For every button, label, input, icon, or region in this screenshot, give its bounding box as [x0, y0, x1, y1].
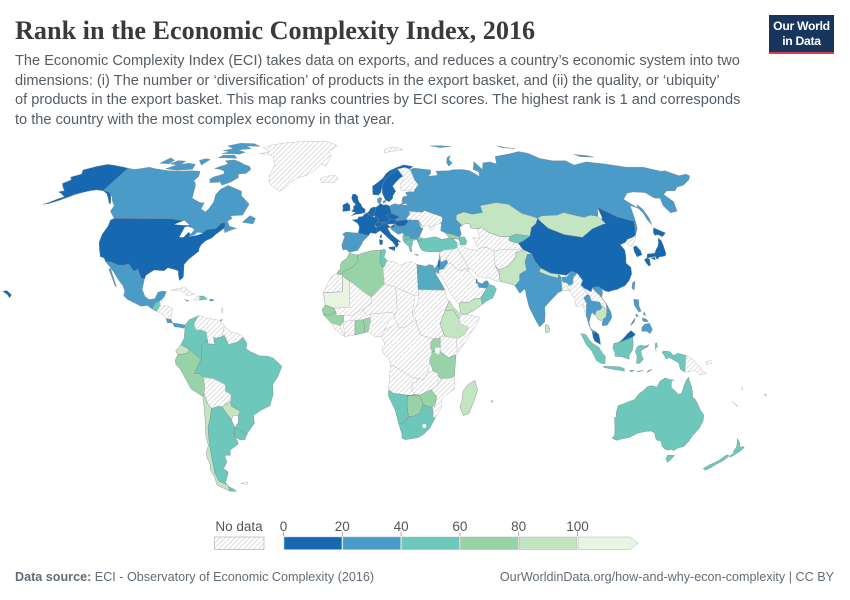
svg-text:40: 40 — [394, 519, 409, 534]
svg-text:20: 20 — [335, 519, 350, 534]
svg-text:60: 60 — [452, 519, 467, 534]
svg-text:0: 0 — [280, 519, 288, 534]
svg-text:100: 100 — [566, 519, 589, 534]
svg-text:80: 80 — [511, 519, 526, 534]
svg-text:No data: No data — [215, 519, 263, 534]
